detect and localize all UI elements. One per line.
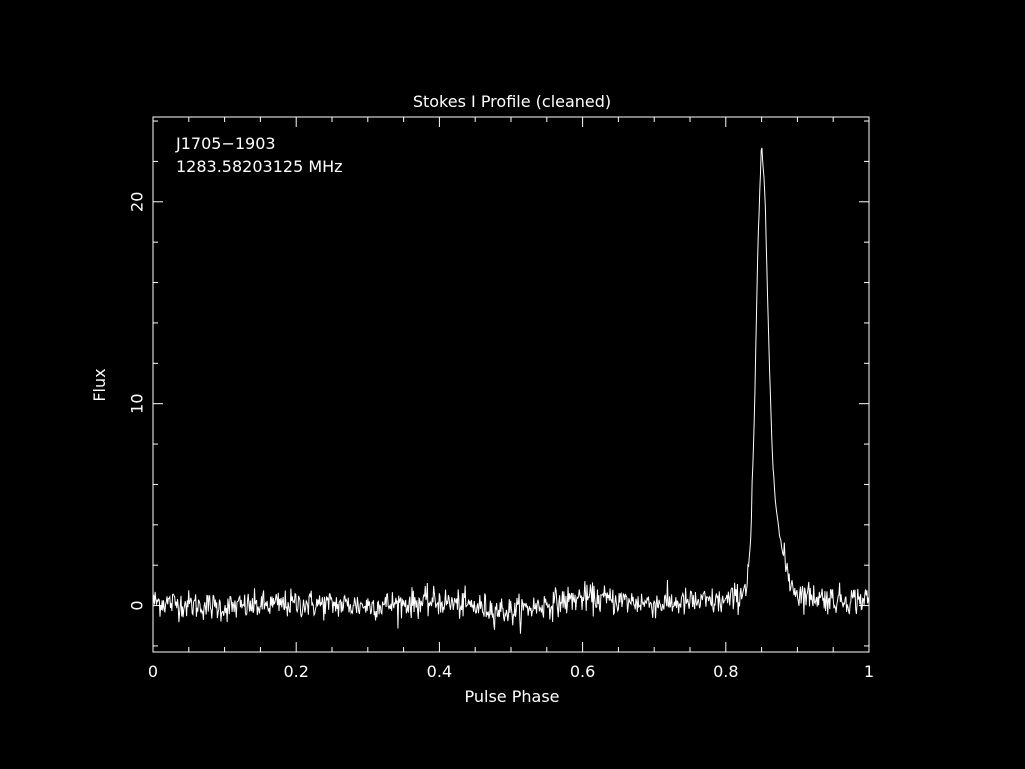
series-line (152, 147, 870, 634)
x-tick-label: 0.2 (283, 662, 308, 681)
axis-ticks (152, 117, 870, 652)
x-tick-label: 1 (864, 662, 874, 681)
x-tick-label: 0.6 (570, 662, 595, 681)
y-tick-label: 0 (128, 600, 147, 610)
plot-frame (152, 116, 870, 653)
x-axis-label: Pulse Phase (465, 687, 560, 706)
x-tick-label: 0.8 (713, 662, 738, 681)
annotation-frequency: 1283.58203125 MHz (176, 157, 343, 176)
y-axis-label: Flux (90, 368, 109, 401)
chart-title: Stokes I Profile (cleaned) (413, 92, 611, 111)
y-tick-label: 20 (128, 192, 147, 212)
x-tick-label: 0.4 (427, 662, 452, 681)
x-tick-label: 0 (148, 662, 158, 681)
y-tick-label: 10 (128, 393, 147, 413)
annotation-source-name: J1705−1903 (175, 134, 276, 153)
